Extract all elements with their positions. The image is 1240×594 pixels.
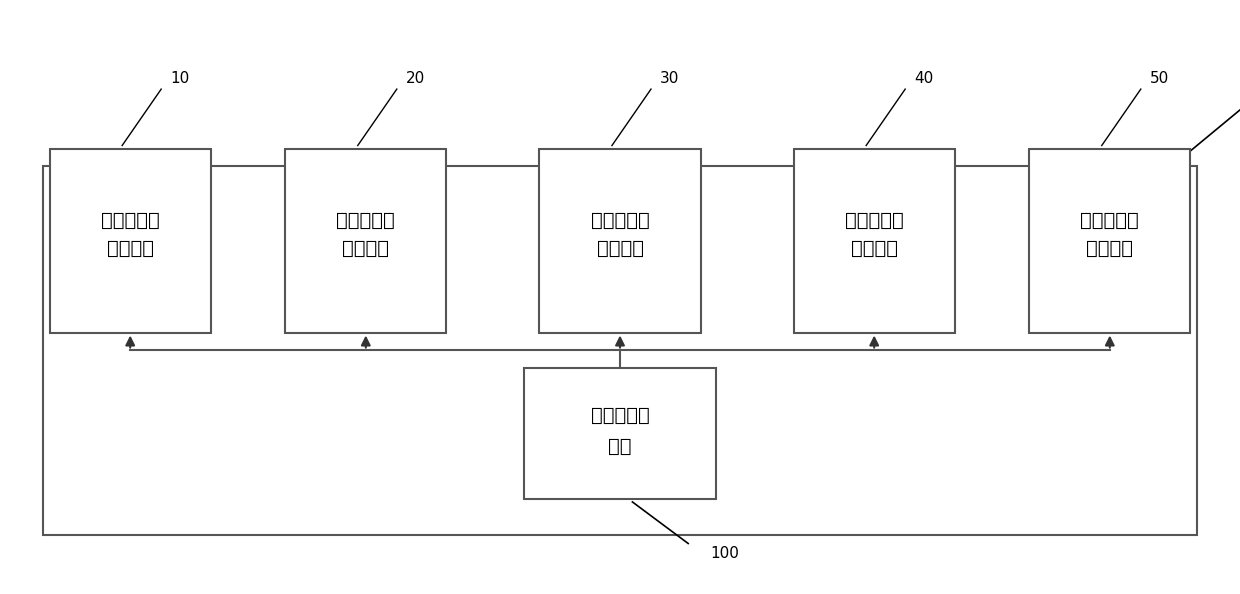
Text: 10: 10 — [170, 71, 190, 86]
Text: 火灾报警显
示子模块: 火灾报警显 示子模块 — [1080, 211, 1140, 258]
Text: 实体保卫显
示子模块: 实体保卫显 示子模块 — [844, 211, 904, 258]
Bar — [1029, 148, 1190, 333]
Bar — [794, 148, 955, 333]
Text: 工艺报警显
示子模块: 工艺报警显 示子模块 — [100, 211, 160, 258]
Bar — [539, 148, 701, 333]
Text: 重要参数显
示子模块: 重要参数显 示子模块 — [590, 211, 650, 258]
Text: 40: 40 — [914, 71, 934, 86]
Text: 30: 30 — [660, 71, 680, 86]
Text: 100: 100 — [711, 546, 739, 561]
Bar — [50, 148, 211, 333]
Text: 20: 20 — [405, 71, 425, 86]
Text: 核电厂监控
模块: 核电厂监控 模块 — [590, 406, 650, 456]
Bar — [285, 148, 446, 333]
Text: 50: 50 — [1149, 71, 1169, 86]
Bar — [43, 166, 1197, 535]
Text: 概貌监控显
示子模块: 概貌监控显 示子模块 — [336, 211, 396, 258]
Bar — [523, 368, 717, 499]
